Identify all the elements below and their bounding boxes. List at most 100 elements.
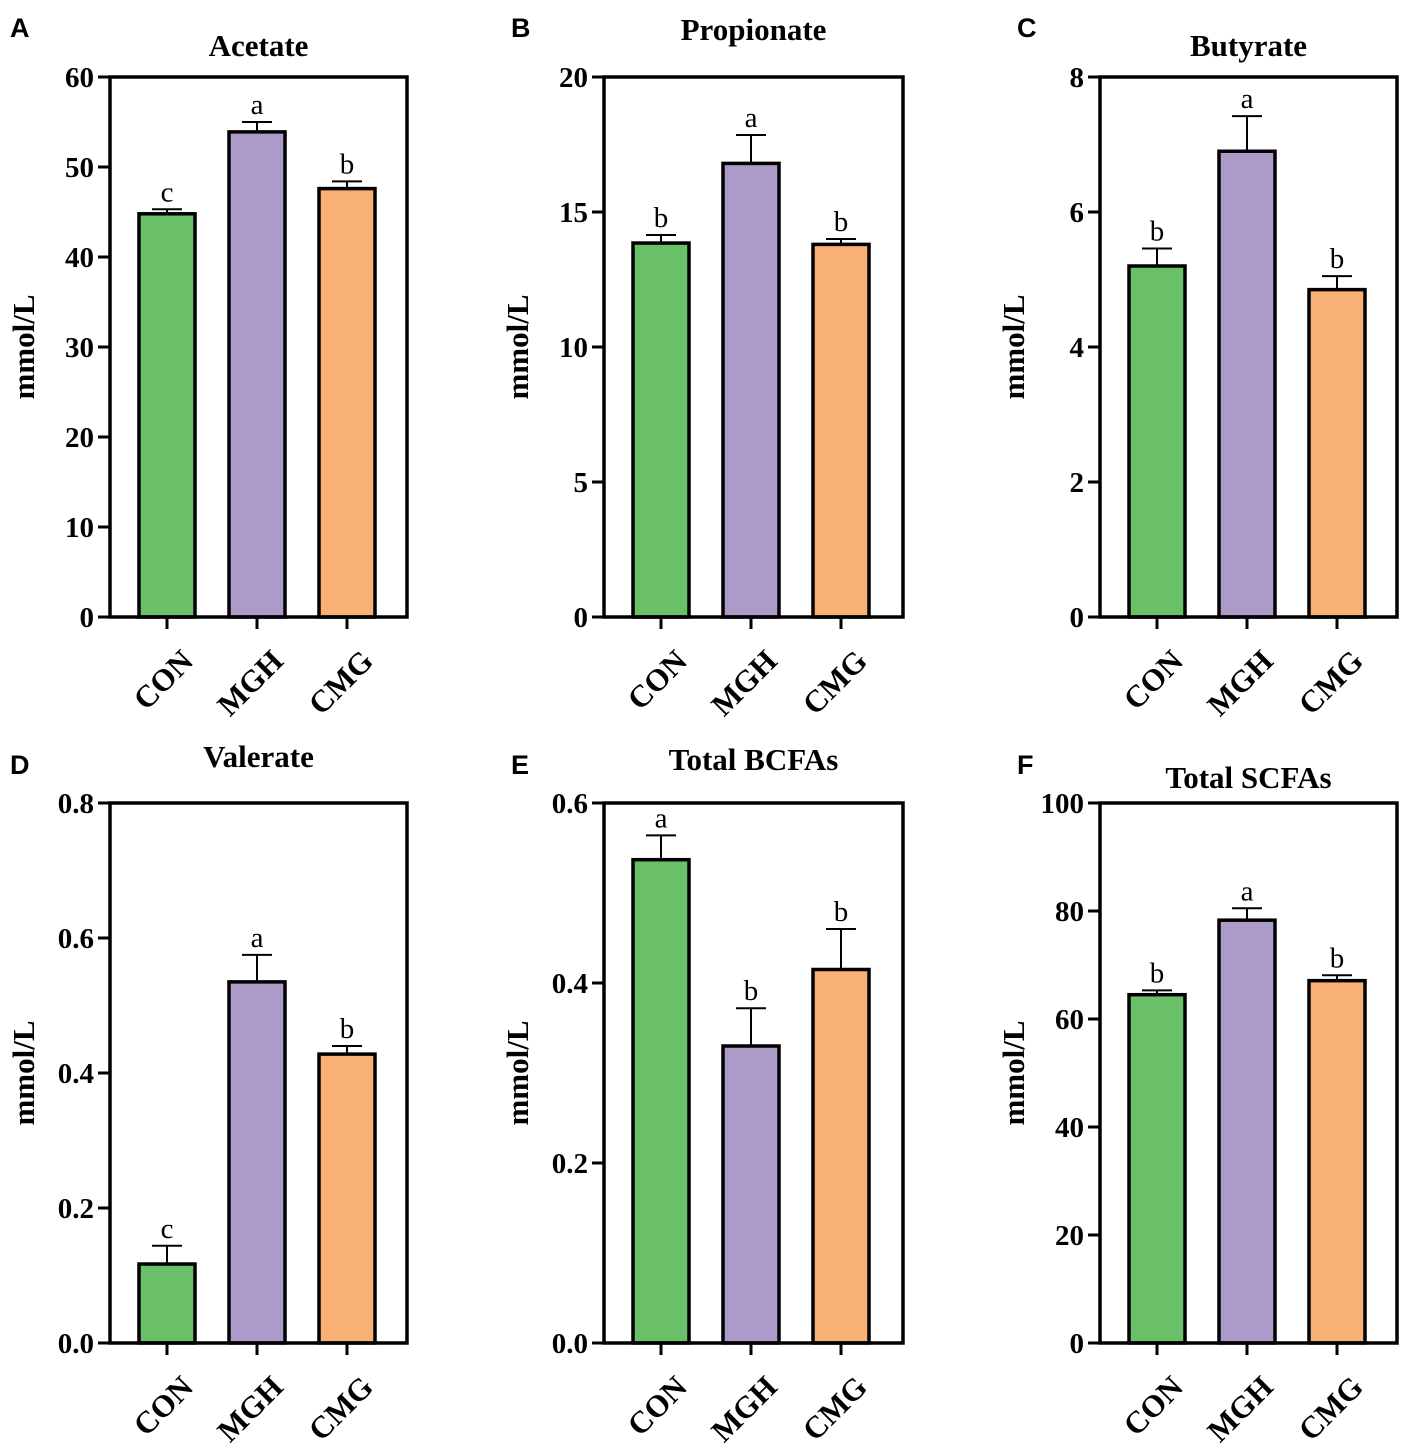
bar-mgh (227, 980, 287, 1345)
y-tick-label: 15 (559, 197, 588, 229)
y-tick-label: 20 (559, 62, 588, 94)
y-tick-label: 0 (1070, 602, 1085, 634)
bar-mgh (227, 130, 287, 619)
x-tick-label: CMG (1291, 643, 1369, 721)
y-tick-label: 0.4 (552, 968, 588, 1000)
significance-letter: b (834, 896, 849, 928)
x-tick-label: CMG (795, 643, 873, 721)
y-tick-label: 30 (65, 332, 94, 364)
bar-mgh (1217, 149, 1277, 619)
y-tick-label: 0.0 (552, 1328, 588, 1360)
plot-frame (602, 75, 905, 619)
panel-letter: A (10, 13, 30, 43)
panel-f: F Total SCFAs mmol/L 0 20 40 60 80 100 b CON a MGH b C… (996, 750, 1399, 1449)
bar-cmg (811, 242, 871, 619)
y-tick-label: 60 (65, 62, 94, 94)
x-tick-label: MGH (704, 643, 784, 723)
panel-letter: C (1017, 13, 1037, 43)
x-tick-label: CON (126, 1369, 199, 1442)
bar-mgh (1217, 918, 1277, 1345)
y-tick-label: 2 (1070, 467, 1085, 499)
significance-letter: b (340, 148, 355, 180)
y-tick-label: 20 (65, 422, 94, 454)
significance-letter: c (161, 1213, 174, 1245)
significance-letter: b (1150, 215, 1165, 247)
x-tick-label: MGH (210, 643, 290, 723)
bar-con (631, 241, 691, 619)
y-tick-label: 80 (1055, 896, 1084, 928)
plot-frame (108, 75, 409, 619)
bar-mgh (721, 161, 781, 619)
plot-frame (1098, 75, 1399, 619)
x-tick-label: CON (620, 1369, 693, 1442)
panel-d: D Valerate mmol/L 0.0 0.2 0.4 0.6 0.8 c CON a MGH b C… (6, 739, 409, 1449)
panel-c: C Butyrate mmol/L 0 2 4 6 8 b CON a MGH b CMG (996, 13, 1399, 723)
y-tick-label: 0.6 (58, 923, 94, 955)
x-tick-label: CON (1116, 1369, 1189, 1442)
y-tick-label: 40 (1055, 1112, 1084, 1144)
y-tick-label: 0 (574, 602, 589, 634)
y-tick-label: 40 (65, 242, 94, 274)
y-tick-label: 8 (1070, 62, 1085, 94)
y-tick-label: 50 (65, 152, 94, 184)
bar-con (1127, 264, 1187, 619)
significance-letter: b (340, 1013, 355, 1045)
chart-title: Valerate (203, 739, 314, 774)
x-tick-label: CMG (795, 1369, 873, 1447)
y-tick-label: 0.2 (58, 1193, 94, 1225)
y-axis-label: mmol/L (996, 294, 1031, 399)
y-axis-label: mmol/L (500, 294, 535, 399)
significance-letter: a (655, 802, 668, 834)
significance-letter: b (654, 202, 669, 234)
plot-frame (602, 801, 905, 1345)
y-tick-label: 20 (1055, 1220, 1084, 1252)
x-tick-label: MGH (704, 1369, 784, 1449)
chart-title: Total SCFAs (1165, 760, 1331, 795)
significance-letter: a (251, 922, 264, 954)
significance-letter: b (834, 206, 849, 238)
panel-letter: E (511, 750, 529, 780)
x-tick-label: CMG (301, 643, 379, 721)
y-tick-label: 0.2 (552, 1148, 588, 1180)
chart-title: Total BCFAs (669, 742, 839, 777)
chart-title: Propionate (681, 12, 827, 47)
panel-e: E Total BCFAs mmol/L 0.0 0.2 0.4 0.6 a CON b MGH b C… (500, 742, 905, 1449)
y-tick-label: 0.8 (58, 788, 94, 820)
bar-cmg (811, 967, 871, 1345)
y-tick-label: 100 (1041, 788, 1085, 820)
x-tick-label: CMG (301, 1369, 379, 1447)
bar-cmg (1307, 287, 1367, 619)
bar-mgh (721, 1044, 781, 1345)
bar-con (137, 212, 197, 619)
x-tick-label: MGH (1200, 1369, 1280, 1449)
significance-letter: a (1241, 875, 1254, 907)
significance-letter: b (1330, 942, 1345, 974)
x-tick-label: CON (620, 643, 693, 716)
y-axis-label: mmol/L (500, 1020, 535, 1125)
panel-b: B Propionate mmol/L 0 5 10 15 20 b CON a MGH b CMG (500, 12, 905, 723)
y-tick-label: 5 (574, 467, 589, 499)
significance-letter: b (744, 975, 759, 1007)
bar-con (137, 1262, 197, 1345)
x-tick-label: CMG (1291, 1369, 1369, 1447)
y-tick-label: 0 (80, 602, 95, 634)
y-tick-label: 6 (1070, 197, 1085, 229)
significance-letter: a (1241, 83, 1254, 115)
y-tick-label: 0.4 (58, 1058, 94, 1090)
bar-cmg (1307, 978, 1367, 1345)
y-tick-label: 4 (1070, 332, 1085, 364)
y-tick-label: 10 (65, 512, 94, 544)
significance-letter: a (251, 89, 264, 121)
bar-con (631, 857, 691, 1345)
plot-frame (108, 801, 409, 1345)
x-tick-label: MGH (210, 1369, 290, 1449)
significance-letter: b (1330, 243, 1345, 275)
panel-letter: D (10, 750, 30, 780)
chart-title: Butyrate (1190, 28, 1307, 63)
y-axis-label: mmol/L (6, 294, 41, 399)
bar-cmg (317, 1052, 377, 1345)
chart-title: Acetate (209, 28, 309, 63)
y-tick-label: 0.0 (58, 1328, 94, 1360)
